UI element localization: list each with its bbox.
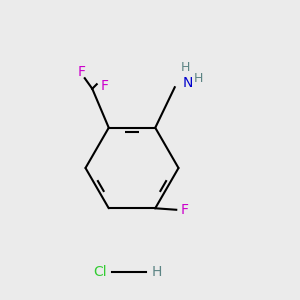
Text: Cl: Cl — [94, 265, 107, 278]
Text: F: F — [181, 203, 189, 217]
Text: F: F — [100, 79, 108, 93]
Text: N: N — [182, 76, 193, 90]
Text: H: H — [194, 72, 203, 85]
Text: H: H — [152, 265, 162, 278]
Text: F: F — [78, 65, 86, 79]
Text: H: H — [181, 61, 190, 74]
